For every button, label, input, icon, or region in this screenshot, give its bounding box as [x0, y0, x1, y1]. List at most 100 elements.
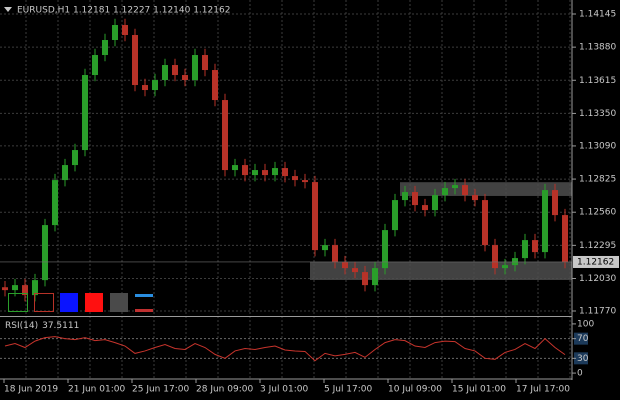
candle-body — [432, 195, 438, 211]
candle-body — [142, 85, 148, 91]
x-tick-label: 28 Jun 09:00 — [196, 385, 253, 395]
x-tick-label: 17 Jul 17:00 — [516, 385, 570, 395]
x-tick-label: 5 Jul 17:00 — [324, 385, 373, 395]
y-tick-label: 1.13615 — [579, 76, 616, 86]
level-label-box — [574, 352, 588, 365]
candle-body — [172, 65, 178, 76]
y-tick-label: 1.14145 — [579, 10, 616, 20]
candle-body — [152, 80, 158, 91]
menu-arrow[interactable] — [4, 7, 12, 12]
candle-body — [372, 268, 378, 286]
y-tick-label: 1.12825 — [579, 175, 616, 185]
y-tick-label: 1.13090 — [579, 141, 616, 151]
candle-body — [502, 265, 508, 269]
last-price-box — [573, 255, 619, 268]
candle-body — [192, 55, 198, 81]
candle-body — [72, 150, 78, 166]
candle-body — [182, 75, 188, 81]
candle-body — [62, 165, 68, 181]
level-label-box — [574, 332, 588, 345]
candle-body — [422, 205, 428, 211]
button[interactable] — [85, 293, 103, 312]
candle-body — [292, 176, 298, 181]
candle-body — [32, 280, 38, 296]
candle-body — [552, 190, 558, 216]
candle-body — [462, 185, 468, 196]
candle-body — [332, 245, 338, 263]
candle-body — [392, 200, 398, 231]
candle-body — [92, 55, 98, 76]
candle-body — [472, 195, 478, 201]
button[interactable] — [135, 294, 153, 297]
button[interactable] — [8, 293, 28, 312]
candle-body — [282, 168, 288, 177]
y-tick-label: 1.13350 — [579, 109, 616, 119]
candle-body — [482, 200, 488, 246]
candle-body — [362, 272, 368, 286]
y-tick-label: 0 — [577, 369, 583, 379]
candle-body — [22, 285, 28, 296]
candle-body — [402, 192, 408, 201]
candle-body — [532, 240, 538, 253]
candle-body — [222, 100, 228, 171]
candle-body — [342, 262, 348, 269]
candle-body — [442, 188, 448, 196]
candle-body — [102, 40, 108, 56]
x-tick-label: 21 Jun 01:00 — [68, 385, 125, 395]
button[interactable] — [60, 293, 78, 312]
rsi-line — [4, 336, 566, 362]
indicator-label: RSI(14) 37.5111 — [5, 321, 79, 331]
candle-body — [522, 240, 528, 259]
grid — [0, 0, 572, 378]
candle-body — [212, 70, 218, 101]
x-tick-label: 10 Jul 09:00 — [388, 385, 442, 395]
candle-body — [202, 55, 208, 71]
zone — [310, 261, 572, 280]
candle-body — [562, 215, 568, 262]
candle-body — [262, 170, 268, 176]
marks — [0, 18, 572, 362]
y-tick-label: 1.11770 — [579, 306, 616, 316]
indicator-name: RSI(14) — [5, 321, 38, 331]
candle-body — [162, 65, 168, 81]
candle-body — [242, 165, 248, 176]
y-tick-label: 1.13880 — [579, 43, 616, 53]
y-tick-label: 1.12295 — [579, 241, 616, 251]
candle-body — [2, 287, 8, 291]
button[interactable] — [34, 293, 54, 312]
chart-title: EURUSD,H1 1.12181 1.12227 1.12140 1.1216… — [17, 6, 230, 16]
y-tick-label: 70 — [577, 334, 589, 344]
x-tick-label: 15 Jul 01:00 — [452, 385, 506, 395]
indicator-value: 37.5111 — [42, 321, 79, 331]
candle-body — [512, 258, 518, 266]
candle-body — [412, 192, 418, 206]
candle-body — [232, 165, 238, 171]
candle-body — [452, 185, 458, 189]
candle-body — [52, 180, 58, 226]
y-tick-label: 30 — [577, 354, 589, 364]
x-tick-label: 25 Jun 17:00 — [132, 385, 189, 395]
candle-body — [132, 35, 138, 86]
x-tick-label: 18 Jun 2019 — [4, 385, 58, 395]
candle-body — [322, 245, 328, 251]
candle-body — [112, 25, 118, 41]
y-tick-label: 1.12030 — [579, 274, 616, 284]
candle-body — [12, 285, 18, 291]
y-tick-label: 1.12560 — [579, 208, 616, 218]
last-price-label: 1.12162 — [577, 257, 614, 267]
candle-body — [492, 245, 498, 269]
candle-body — [82, 75, 88, 151]
candle-body — [252, 170, 258, 176]
candle-body — [352, 268, 358, 273]
candle-body — [42, 225, 48, 281]
button[interactable] — [135, 309, 153, 312]
x-tick-label: 3 Jul 01:00 — [260, 385, 309, 395]
toolbar — [8, 293, 153, 312]
button[interactable] — [110, 293, 128, 312]
candle-body — [382, 230, 388, 269]
y-tick-label: 100 — [577, 319, 594, 329]
candle-body — [122, 25, 128, 36]
candle-body — [302, 180, 308, 183]
